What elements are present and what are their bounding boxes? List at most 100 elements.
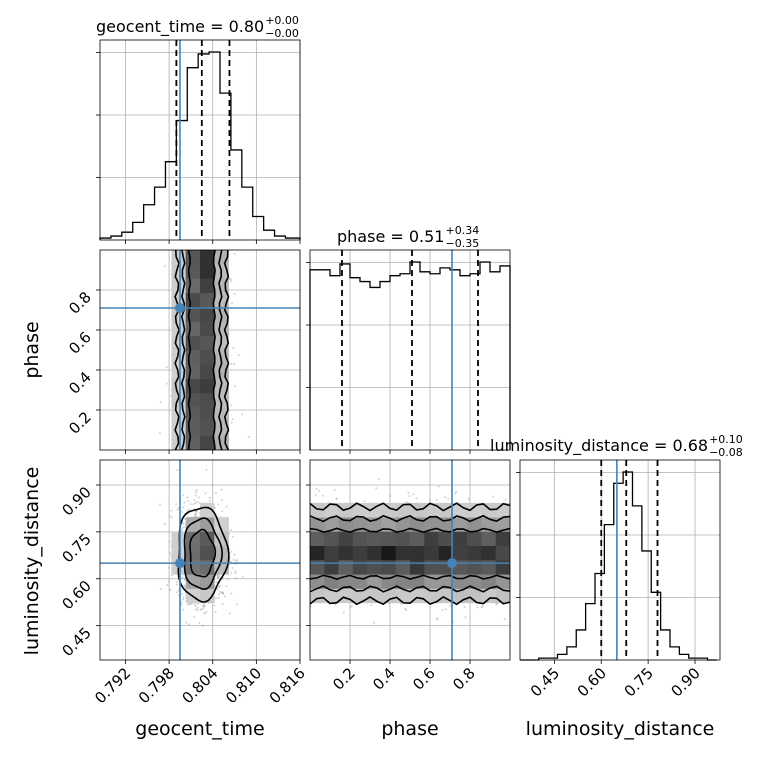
density-cell [185,250,201,265]
density-cell [467,502,482,518]
density-cell [200,407,215,422]
tick-label-geocent_time: 0.816 [266,664,309,707]
density-cell [381,531,397,547]
density-cell [452,502,468,518]
sample-point [190,602,193,605]
density-cell [395,531,411,547]
sample-point [231,418,234,421]
density-cell [367,531,382,547]
scatter-geocent_time-luminosity_distance [159,468,244,627]
sample-point [168,540,171,543]
density-cell [381,545,397,561]
sample-point [405,609,408,612]
sample-point [170,509,173,512]
sample-point [182,598,185,601]
sample-point [192,503,195,506]
sample-point [435,617,438,620]
tick-label-luminosity_distance: 0.90 [58,483,94,519]
density-cell [367,560,382,575]
density-cell [200,250,215,265]
sample-point [405,500,408,503]
title-phase-main: phase = 0.51 [337,227,444,246]
sample-point [221,591,224,594]
density-cell [467,574,482,589]
sample-point [208,500,211,503]
tick-label-luminosity_distance: 0.45 [527,664,563,700]
density-cell [324,545,339,561]
sample-point [235,577,238,580]
sample-point [437,485,440,488]
truth-marker [175,303,185,313]
sample-point [183,577,186,580]
frame-luminosity_distance [519,459,721,661]
contour-phase-luminosity_distance [310,514,510,593]
frame-phase [309,249,511,451]
sample-point [350,604,353,607]
sample-point [180,528,183,531]
sample-point [214,491,217,494]
sample-point [454,492,457,495]
sample-point [219,584,222,587]
sample-point [203,605,206,608]
sample-point [181,593,184,596]
sample-point [183,517,186,520]
density-cell [185,264,201,279]
density-cell [452,531,468,547]
sample-point [182,526,185,529]
tick-label-phase: 0.4 [369,664,399,694]
sample-point [189,503,192,506]
sample-point [217,575,220,578]
sample-point [187,500,190,503]
ylabel-phase: phase [21,321,43,378]
density-cell [352,560,368,575]
sample-point [182,522,185,525]
density-cell [438,502,454,518]
histogram-luminosity_distance [520,471,717,661]
sample-point [232,346,235,349]
xlabel-geocent-time: geocent_time [135,718,264,740]
density-cell [467,588,482,604]
xlabel-luminosity-distance: luminosity_distance [526,718,715,740]
sample-point [370,603,373,606]
contour-geocent_time-luminosity_distance [183,517,224,591]
sample-point [436,618,439,621]
frame-phase-luminosity_distance [309,459,511,661]
density-cell [424,588,439,604]
sample-point [193,498,196,501]
sample-point [232,558,235,561]
density-cell [367,545,382,561]
density-cell [185,321,201,337]
density-cell [200,292,215,308]
tick-label-phase: 0.6 [65,328,95,358]
sample-point [335,497,338,500]
sample-point [169,588,172,591]
sample-point [229,277,232,280]
truth-marker [175,558,185,569]
density-cell [200,350,215,365]
frame-geocent_time-luminosity_distance [99,459,301,661]
tick-label-phase: 0.2 [65,408,95,438]
sample-point [196,609,199,612]
density-cell [438,574,454,589]
sample-point [229,560,232,563]
density-cell [200,545,215,561]
sample-point [218,574,221,577]
sample-point [233,553,236,556]
density-cell [324,588,339,604]
sample-point [180,602,183,605]
sample-point [492,495,495,498]
scatter-phase-luminosity_distance [310,478,510,624]
sample-point [233,293,236,296]
density-cell [324,560,339,575]
sample-point [181,510,184,513]
sample-point [216,574,219,577]
tick-label-luminosity_distance: 0.75 [58,530,94,566]
sample-point [415,497,418,500]
sample-point [234,571,237,574]
sample-point [159,503,162,506]
title-phase-plus: +0.34 [445,224,479,237]
density-cell [467,531,482,547]
sample-point [222,592,225,595]
sample-point [182,494,185,497]
sample-point [177,506,180,509]
